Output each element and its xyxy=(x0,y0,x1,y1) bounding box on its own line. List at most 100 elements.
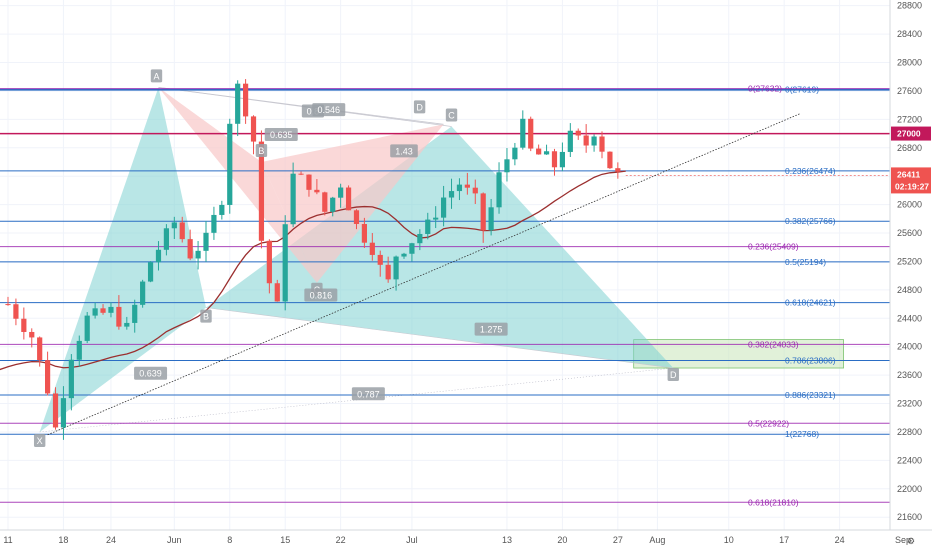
ratio-label: 1.275 xyxy=(480,325,503,335)
candle xyxy=(607,151,613,169)
candle xyxy=(543,151,550,155)
candle xyxy=(21,318,27,332)
time-tick-label: 22 xyxy=(336,535,346,545)
time-tick-label: 13 xyxy=(502,535,512,545)
candle xyxy=(520,118,526,148)
ratio-label-bg xyxy=(264,127,298,141)
countdown-text: 02:19:27 xyxy=(895,181,929,191)
fib-label-blue: 0.786(23806) xyxy=(785,355,836,365)
time-tick-label: Sep xyxy=(895,535,911,545)
current-price-badge xyxy=(891,167,931,194)
candle xyxy=(235,83,241,124)
moving-average-line xyxy=(0,170,626,371)
pattern-point-b-bg xyxy=(200,309,212,323)
candle xyxy=(45,360,51,394)
price-axis[interactable]: 21600 22000 22400 22800 23200 23600 24000 24400… xyxy=(889,0,932,550)
candle xyxy=(472,187,478,194)
price-tick-label: 25600 xyxy=(897,228,922,238)
time-tick-label: Aug xyxy=(649,535,665,545)
pattern-point-c-bg xyxy=(445,108,458,122)
time-tick-label: Jul xyxy=(406,535,418,545)
candle xyxy=(496,172,502,208)
ratio-label-bg xyxy=(134,366,168,380)
pink-abc-triangle xyxy=(158,87,317,283)
candle xyxy=(29,331,35,338)
candle xyxy=(480,193,486,231)
ratio-label: 0.546 xyxy=(317,105,340,115)
fib-label-purple: 0.5(22922) xyxy=(748,418,789,428)
fib-label-purple: 0.382(24033) xyxy=(748,339,799,349)
candle xyxy=(243,83,249,117)
candle xyxy=(116,306,122,327)
candle xyxy=(599,136,605,152)
ascending-trendline xyxy=(47,113,801,436)
fib-label-blue: 0(27619) xyxy=(785,85,819,95)
price-axis-background xyxy=(890,0,932,550)
candle xyxy=(433,217,439,220)
fib-label-purple: 0(27632) xyxy=(748,84,782,94)
pink-ad-line xyxy=(158,86,444,125)
bd-line xyxy=(205,307,674,369)
candle xyxy=(179,222,185,240)
candle xyxy=(132,304,138,323)
candle xyxy=(330,197,336,212)
candle xyxy=(322,192,328,212)
fib-label-blue: 0.236(26474) xyxy=(785,166,836,176)
candle xyxy=(417,233,423,244)
candle xyxy=(377,254,383,265)
fib-label-blue: 0.618(24621) xyxy=(785,298,836,308)
settings-gear-icon[interactable]: ⚙ xyxy=(907,536,915,546)
fib-label-blue: 0.5(25194) xyxy=(785,257,826,267)
candle xyxy=(140,281,146,305)
fib-label-blue: 0.382(25766) xyxy=(785,216,836,226)
pattern-labels-layer: XABCDBCD0.80.5460.6351.430.8160.6391.275… xyxy=(33,69,679,447)
moving-average-layer xyxy=(0,170,626,371)
price-tick-label: 22800 xyxy=(897,427,922,437)
candle xyxy=(385,264,391,280)
candle xyxy=(52,393,59,428)
ratio-label: 0.635 xyxy=(270,130,293,140)
time-tick-label: 27 xyxy=(613,535,623,545)
time-tick-label: 8 xyxy=(227,535,232,545)
price-tick-label: 22400 xyxy=(897,455,922,465)
candle xyxy=(76,340,82,360)
pattern-point-a-bg xyxy=(150,69,163,83)
fib-label-blue: 1(22768) xyxy=(785,429,819,439)
candle xyxy=(227,123,233,205)
price-tick-label: 28400 xyxy=(897,29,922,39)
candle xyxy=(37,337,43,361)
candle xyxy=(60,398,67,428)
pink-point-d-bg xyxy=(413,100,426,114)
pattern-point-b: B xyxy=(203,312,209,322)
fib-label-blue: 0.886(23321) xyxy=(785,390,836,400)
candle xyxy=(591,136,597,146)
candle xyxy=(124,322,130,327)
time-tick-label: 15 xyxy=(280,535,290,545)
key-level-badge-text: 27000 xyxy=(897,129,921,139)
candle xyxy=(306,174,312,190)
ratio-label: 1.43 xyxy=(395,146,413,156)
pink-bcd-triangle xyxy=(261,124,444,283)
pink-point-b-bg xyxy=(255,143,268,157)
candle xyxy=(203,232,209,251)
candle xyxy=(219,204,225,215)
candle xyxy=(456,184,463,192)
price-tick-label: 24800 xyxy=(897,285,922,295)
candle xyxy=(13,304,19,319)
ratio-label-bg xyxy=(390,144,418,158)
price-tick-label: 25200 xyxy=(897,256,922,266)
candle xyxy=(575,130,581,136)
candles-layer xyxy=(5,79,621,440)
candle xyxy=(195,250,201,259)
price-tick-label: 27600 xyxy=(897,86,922,96)
candle xyxy=(155,249,162,263)
ratio-label: 0.787 xyxy=(357,389,380,399)
candle xyxy=(171,222,177,229)
candle xyxy=(338,187,344,198)
candle xyxy=(163,228,169,250)
candle xyxy=(401,253,407,257)
time-axis[interactable]: 11 18 24 Jun 8 15 22 Jul 13 20 27 Aug 10 17 24 Sep⚙ xyxy=(0,529,932,550)
candle xyxy=(92,308,98,316)
ratio-label-bg xyxy=(312,103,346,117)
